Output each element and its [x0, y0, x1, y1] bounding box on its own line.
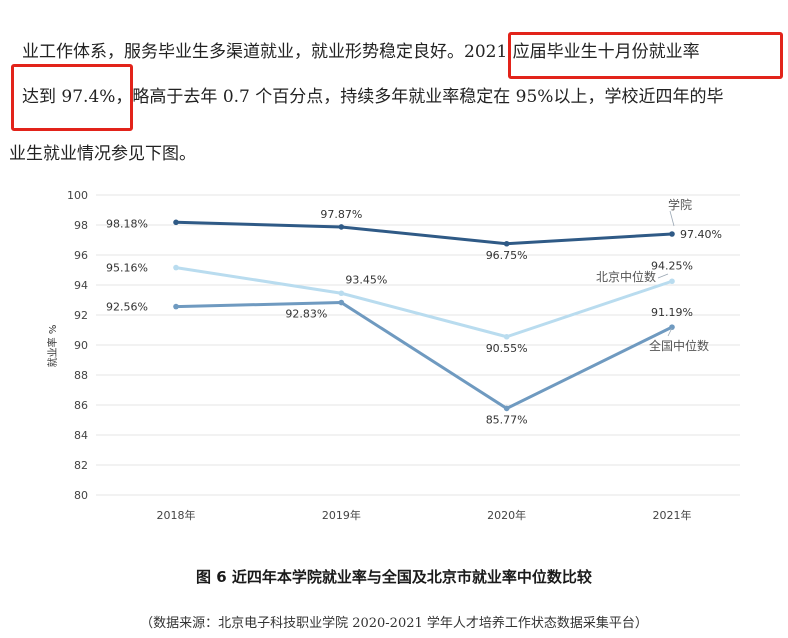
data-point [503, 405, 510, 412]
y-tick-label: 90 [74, 339, 88, 352]
data-point [338, 224, 345, 230]
data-label: 93.45% [345, 273, 387, 286]
data-label: 90.55% [486, 342, 528, 355]
data-point [669, 324, 675, 330]
paragraph-line-3: 业生就业情况参见下图。 [9, 144, 196, 164]
y-axis-title: 就业率 % [46, 325, 59, 368]
series-name-leader [669, 210, 675, 227]
series-name-label: 学院 [668, 197, 692, 212]
y-tick-label: 92 [74, 309, 88, 322]
y-tick-label: 88 [74, 369, 88, 382]
highlight-box [11, 64, 133, 131]
highlighted-text: 达到 97.4% [22, 87, 116, 107]
y-tick-label: 86 [74, 399, 88, 412]
data-point [503, 333, 510, 340]
y-tick-label: 94 [74, 279, 88, 292]
data-point [669, 231, 675, 237]
data-label: 94.25% [651, 259, 693, 272]
series-line [175, 301, 673, 410]
data-point [173, 219, 179, 226]
series-name-label: 北京中位数 [596, 269, 656, 284]
data-label: 92.56% [106, 301, 148, 314]
data-label: 98.18% [106, 217, 148, 230]
y-axis: 80 82 84 86 88 90 92 94 96 98 100 [67, 189, 88, 502]
data-point [173, 264, 179, 271]
data-point [503, 240, 510, 247]
series-line [175, 266, 673, 339]
y-tick-label: 80 [74, 489, 88, 502]
x-axis: 2018年 2019年 2020年 2021年 [157, 508, 692, 522]
chart-series [173, 219, 675, 412]
paragraph-line-1: 业工作体系，服务毕业生多渠道就业，就业形势稳定良好。2021 应届毕业生十月份就… [22, 41, 700, 63]
series-name-leader [667, 327, 673, 337]
data-label: 97.40% [680, 228, 722, 241]
series-line [175, 220, 673, 246]
data-point [669, 278, 675, 285]
y-tick-label: 82 [74, 459, 88, 472]
data-labels: 98.18% 97.87% 96.75% 97.40% 95.16% 93.45% 90.5… [106, 208, 722, 427]
x-tick-label: 2019年 [322, 508, 361, 522]
paragraph-text: ，略高于去年 0.7 个百分点，持续多年就业率稳定在 95%以上，学校近四年的毕 [115, 87, 724, 107]
data-point [338, 299, 345, 306]
highlight-box [508, 32, 783, 79]
x-tick-label: 2021年 [653, 508, 692, 522]
data-label: 95.16% [106, 262, 148, 275]
data-point [173, 303, 179, 310]
x-tick-label: 2020年 [487, 508, 526, 522]
y-tick-label: 84 [74, 429, 88, 442]
series-name-label: 全国中位数 [649, 338, 709, 353]
y-tick-label: 96 [74, 249, 88, 262]
series-name-leader [657, 273, 669, 279]
data-point [338, 290, 345, 297]
data-label: 97.87% [320, 208, 362, 221]
highlighted-text: 2021 应届毕业生十月份就业率 [464, 42, 700, 62]
paragraph-text: 业工作体系，服务毕业生多渠道就业，就业形势稳定良好。 [22, 42, 464, 62]
paragraph-line-2: 达到 97.4%，略高于去年 0.7 个百分点，持续多年就业率稳定在 95%以上… [22, 86, 723, 108]
y-tick-label: 98 [74, 219, 88, 232]
chart-grid [96, 194, 740, 496]
data-label: 92.83% [285, 308, 327, 321]
figure-caption: 图 6 近四年本学院就业率与全国及北京市就业率中位数比较 [196, 568, 592, 586]
data-label: 85.77% [486, 413, 528, 426]
data-label: 91.19% [651, 306, 693, 319]
y-tick-label: 100 [67, 189, 88, 202]
data-label: 96.75% [486, 249, 528, 262]
x-tick-label: 2018年 [157, 508, 196, 522]
source-note: （数据来源：北京电子科技职业学院 2020-2021 学年人才培养工作状态数据采… [140, 616, 648, 631]
